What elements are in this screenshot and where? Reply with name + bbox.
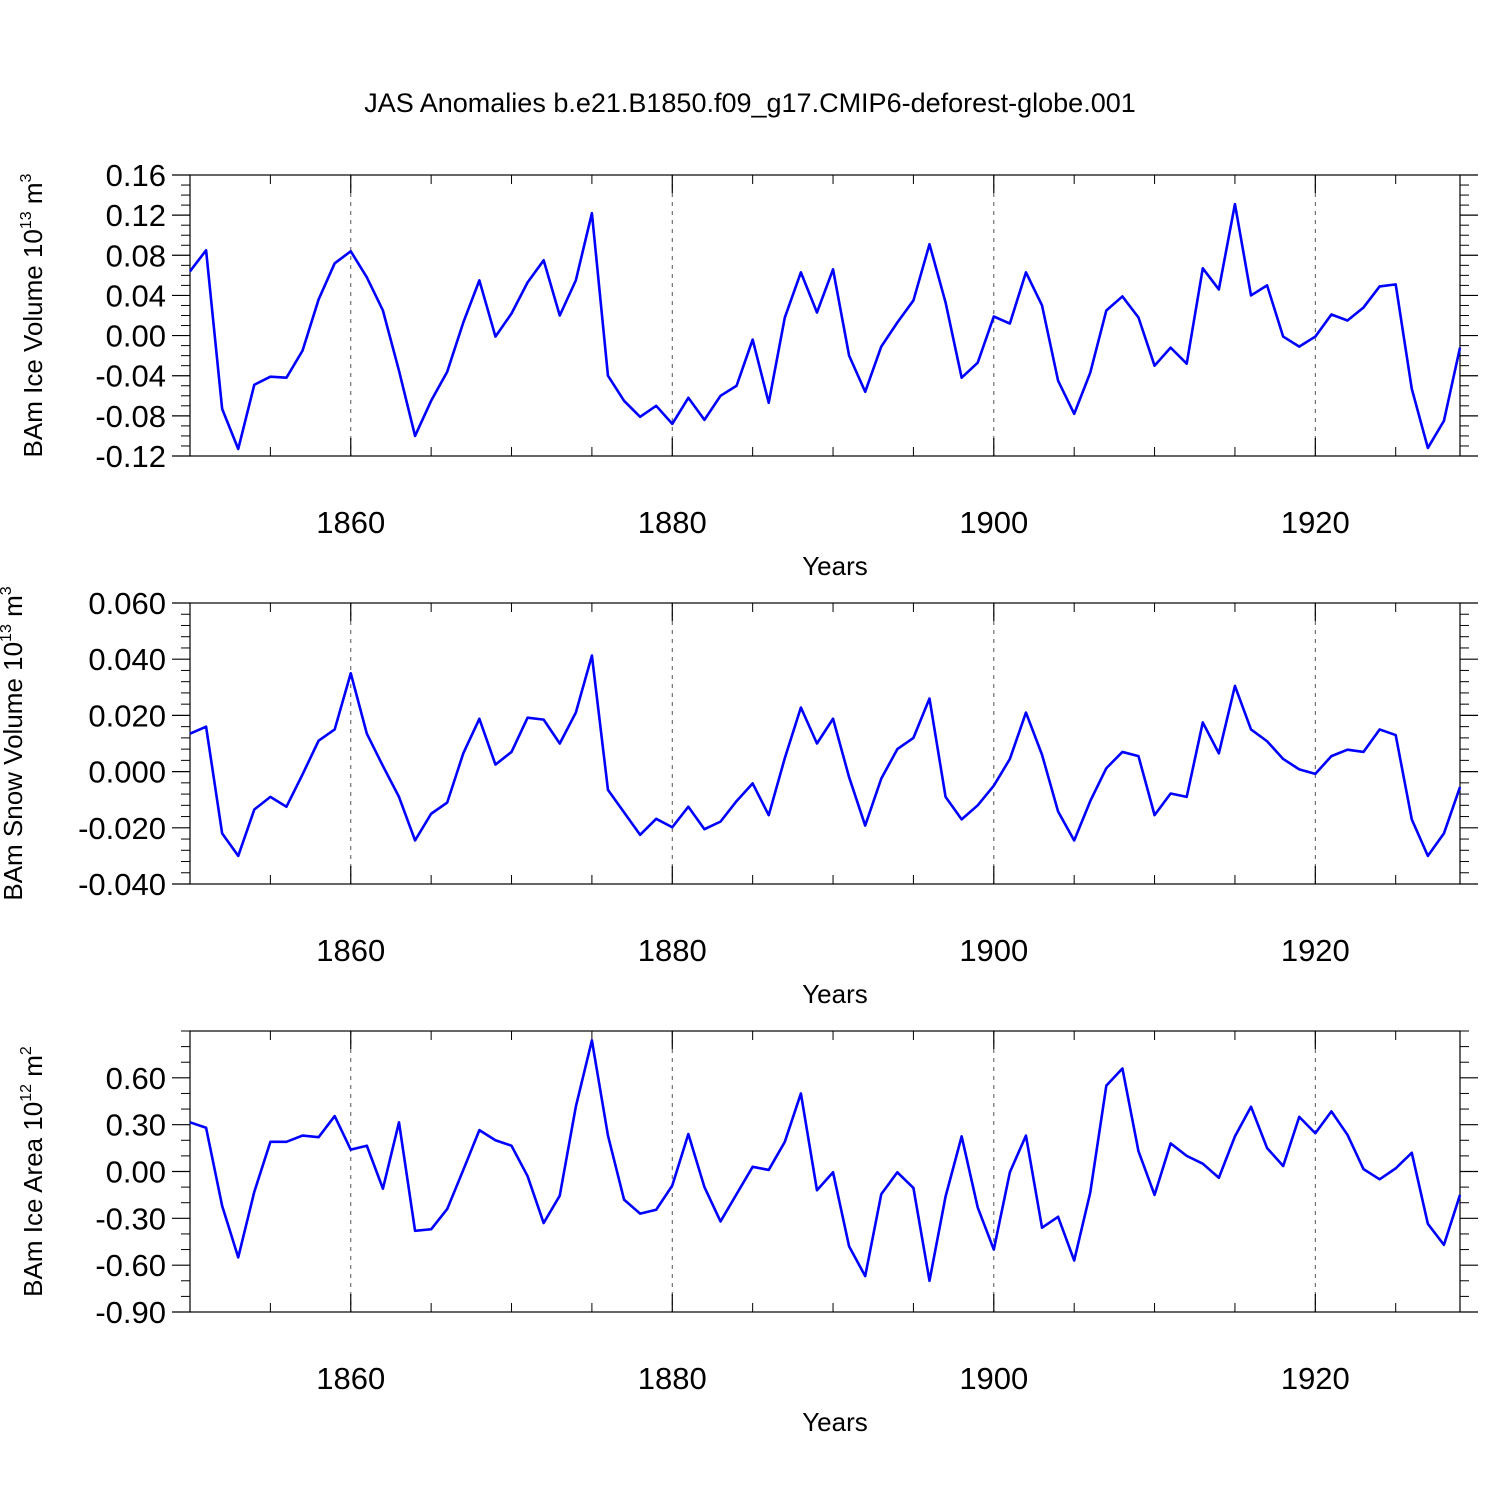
y-tick-label: -0.90 bbox=[95, 1295, 166, 1330]
y-tick-label: 0.16 bbox=[106, 158, 166, 193]
y-tick-label: -0.12 bbox=[95, 439, 166, 474]
y-axis-label: BAm Ice Volume 1013 m3 bbox=[18, 173, 48, 457]
y-tick-label: -0.30 bbox=[95, 1201, 166, 1236]
plot-frame bbox=[189, 602, 1461, 885]
panels: 1860 1880 1900 1920-0.12-0.08-0.040.000.040… bbox=[0, 158, 1478, 1437]
x-axis-label: Years bbox=[802, 551, 868, 581]
y-tick-label: 0.04 bbox=[106, 278, 166, 313]
y-tick-label: 0.30 bbox=[106, 1108, 166, 1143]
y-tick-label: -0.04 bbox=[95, 359, 166, 394]
series-line-ice-area bbox=[189, 1039, 1462, 1283]
y-tick-label: 0.060 bbox=[88, 586, 166, 621]
x-tick-label-1900: 1900 bbox=[959, 933, 1028, 968]
y-axis-label-text: BAm Ice Volume 10 bbox=[18, 229, 48, 457]
panel-ice-area: 1860 1880 1900 1920 -0.90 -0.60 -0.30 0.00 0.30 0… bbox=[18, 1030, 1478, 1437]
x-tick-label-1860: 1860 bbox=[316, 933, 385, 968]
y-tick-label: 0.00 bbox=[106, 1155, 166, 1190]
y-axis-label-superscript: 13 bbox=[18, 211, 35, 229]
x-tick-label-1900: 1900 bbox=[959, 1361, 1028, 1396]
y-tick-label: 0.08 bbox=[106, 238, 166, 273]
y-axis-label-superscript: 3 bbox=[18, 173, 35, 182]
y-tick-label: -0.040 bbox=[78, 867, 166, 902]
y-tick-label: 0.00 bbox=[106, 319, 166, 354]
x-tick-label-1900: 1900 bbox=[959, 505, 1028, 540]
x-tick-label-1880: 1880 bbox=[638, 505, 707, 540]
y-tick-label: 0.000 bbox=[88, 755, 166, 790]
y-axis-label-superscript: 3 bbox=[0, 586, 15, 595]
figure-title: JAS Anomalies b.e21.B1850.f09_g17.CMIP6-… bbox=[364, 88, 1136, 118]
panel-snow-volume: 1860 1880 1900 1920 -0.040 -0.020 0.000 0.020 0.… bbox=[0, 586, 1478, 1009]
y-axis-label: BAm Snow Volume 1013 m3 bbox=[0, 586, 28, 900]
x-tick-label-1860: 1860 bbox=[316, 505, 385, 540]
x-axis-label: Years bbox=[802, 979, 868, 1009]
y-tick-label: 0.040 bbox=[88, 642, 166, 677]
y-axis-label-text: m bbox=[0, 595, 28, 624]
y-axis-label-text: BAm Snow Volume 10 bbox=[0, 642, 28, 901]
y-axis-label-text: m bbox=[18, 1055, 48, 1084]
y-axis-label-superscript: 12 bbox=[18, 1084, 35, 1102]
x-tick-label-1880: 1880 bbox=[638, 1361, 707, 1396]
x-tick-label-1920: 1920 bbox=[1281, 505, 1350, 540]
y-axis-label-superscript: 2 bbox=[18, 1046, 35, 1055]
y-axis-label-text: BAm Ice Area 10 bbox=[18, 1102, 48, 1297]
y-tick-label: 0.60 bbox=[106, 1061, 166, 1096]
y-tick-label: -0.08 bbox=[95, 399, 166, 434]
x-tick-label-1880: 1880 bbox=[638, 933, 707, 968]
panel-ice-volume: 1860 1880 1900 1920 -0.12 -0.08 -0.04 0.00 0.04 0… bbox=[18, 158, 1478, 581]
x-tick-label-1860: 1860 bbox=[316, 1361, 385, 1396]
y-tick-label: -0.60 bbox=[95, 1248, 166, 1283]
y-tick-label: 0.12 bbox=[106, 198, 166, 233]
y-axis-label: BAm Ice Area 1012 m2 bbox=[18, 1046, 48, 1297]
x-axis-label: Years bbox=[802, 1407, 868, 1437]
y-axis-label-superscript: 13 bbox=[0, 624, 15, 642]
x-tick-label-1920: 1920 bbox=[1281, 1361, 1350, 1396]
series-line-snow-volume bbox=[189, 654, 1462, 858]
y-axis-label-text: m bbox=[18, 182, 48, 211]
series-line-ice-volume bbox=[188, 202, 1462, 451]
y-tick-label: -0.020 bbox=[78, 811, 166, 846]
y-tick-label: 0.020 bbox=[88, 698, 166, 733]
x-tick-label-1920: 1920 bbox=[1281, 933, 1350, 968]
